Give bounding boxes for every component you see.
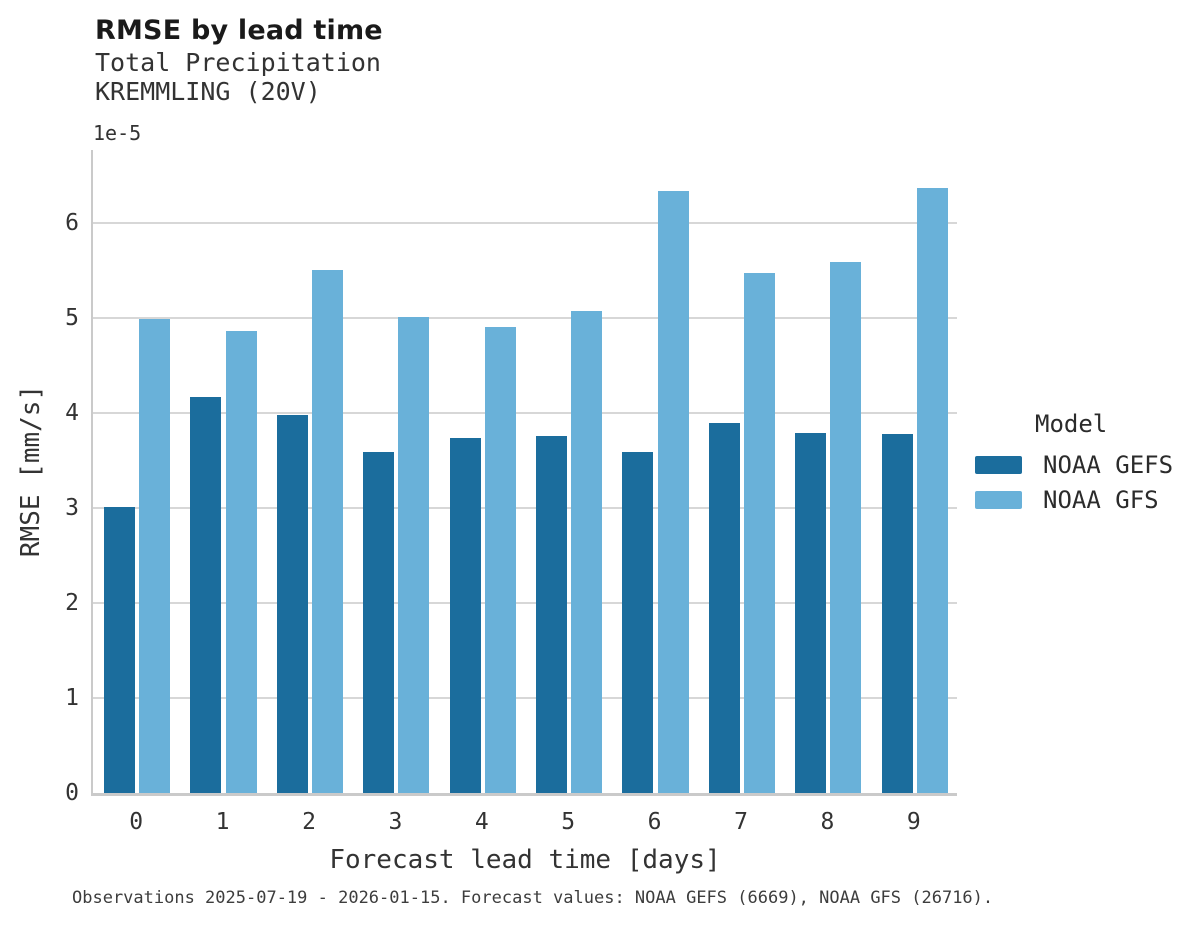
gridline-y-5	[93, 317, 957, 319]
bar-group-lead-1: 1	[179, 150, 265, 835]
bar-noaa-gfs-lead-7	[743, 273, 775, 793]
bar-noaa-gefs-lead-2	[276, 414, 308, 793]
legend-label-noaa-gfs: NOAA GFS	[1043, 485, 1159, 514]
legend-item-noaa-gefs: NOAA GEFS	[975, 447, 1173, 482]
bar-noaa-gefs-lead-5	[536, 435, 567, 793]
footer-note: Observations 2025-07-19 - 2026-01-15. Fo…	[72, 888, 994, 908]
y-tick-label-3: 3	[65, 495, 79, 521]
bar-group-lead-5: 5	[525, 150, 611, 835]
legend-title: Model	[1035, 410, 1108, 438]
bar-noaa-gefs-lead-3	[363, 451, 395, 793]
chart-subtitle-variable: Total Precipitation	[95, 48, 381, 77]
bar-noaa-gfs-lead-1	[225, 331, 257, 793]
bar-group-lead-7: 7	[698, 150, 784, 835]
bar-noaa-gefs-lead-7	[708, 423, 740, 793]
chart-header: RMSE by lead time Total Precipitation KR…	[95, 14, 383, 106]
y-tick-label-6: 6	[65, 210, 79, 236]
x-tick-label-6: 6	[647, 809, 662, 835]
x-tick-label-8: 8	[820, 809, 835, 835]
x-axis-label: Forecast lead time [days]	[329, 845, 721, 875]
x-tick-label-5: 5	[561, 809, 576, 835]
legend-swatch-noaa-gefs	[975, 455, 1022, 474]
y-tick-label-1: 1	[65, 685, 79, 711]
x-tick-label-7: 7	[734, 809, 748, 835]
bar-noaa-gfs-lead-5	[571, 311, 603, 793]
y-axis-spine	[91, 150, 93, 796]
bar-noaa-gefs-lead-9	[881, 433, 913, 793]
bar-noaa-gfs-lead-4	[484, 326, 516, 793]
bar-noaa-gfs-lead-0	[139, 318, 171, 793]
x-axis-spine	[91, 793, 957, 796]
x-tick-label-2: 2	[302, 809, 316, 835]
x-tick-label-0: 0	[129, 809, 144, 835]
legend: Model NOAA GEFS NOAA GFS	[975, 410, 1173, 517]
y-tick-label-5: 5	[65, 305, 79, 331]
bar-noaa-gfs-lead-9	[916, 187, 948, 793]
chart-subtitle-station: KREMMLING (20V)	[95, 77, 321, 106]
legend-label-noaa-gefs: NOAA GEFS	[1043, 450, 1174, 479]
bar-group-lead-0: 0	[93, 150, 179, 835]
x-tick-label-4: 4	[474, 809, 489, 835]
bar-group-lead-8: 8	[784, 150, 870, 835]
x-tick-label-3: 3	[388, 809, 403, 835]
bar-noaa-gefs-lead-0	[104, 507, 135, 793]
y-tick-label-2: 2	[65, 590, 79, 616]
x-tick-label-9: 9	[906, 809, 921, 835]
gridline-y-3	[93, 507, 957, 509]
bar-noaa-gefs-lead-8	[795, 432, 827, 793]
plot-area: 0 1 2 3 4 5 6 0 1 2 3 4 5 6 7 8 9	[65, 150, 957, 835]
gridline-y-4	[93, 412, 957, 414]
x-tick-label-1: 1	[215, 809, 230, 835]
legend-swatch-noaa-gfs	[975, 490, 1022, 509]
bar-noaa-gfs-lead-2	[311, 269, 343, 793]
gridline-y-2	[93, 602, 957, 604]
bar-group-lead-6: 6	[611, 150, 697, 835]
bar-group-lead-2: 2	[266, 150, 352, 835]
y-axis-offset-label: 1e-5	[93, 121, 142, 145]
y-tick-label-4: 4	[65, 400, 79, 426]
bar-noaa-gfs-lead-8	[830, 261, 862, 793]
chart-title: RMSE by lead time	[95, 15, 383, 46]
bar-group-lead-3: 3	[352, 150, 438, 835]
gridline-y-6	[93, 222, 957, 224]
bar-group-lead-9: 9	[871, 150, 957, 835]
bar-group-lead-4: 4	[439, 150, 525, 835]
legend-rows: NOAA GEFS NOAA GFS	[975, 447, 1173, 517]
bar-noaa-gefs-lead-6	[622, 451, 654, 793]
bar-noaa-gfs-lead-6	[657, 190, 689, 793]
bar-noaa-gfs-lead-3	[398, 317, 430, 793]
legend-item-noaa-gfs: NOAA GFS	[975, 482, 1173, 517]
bar-noaa-gefs-lead-4	[449, 437, 481, 793]
y-tick-label-0: 0	[65, 780, 79, 806]
gridline-y-1	[93, 697, 957, 699]
bar-noaa-gefs-lead-1	[190, 396, 222, 793]
